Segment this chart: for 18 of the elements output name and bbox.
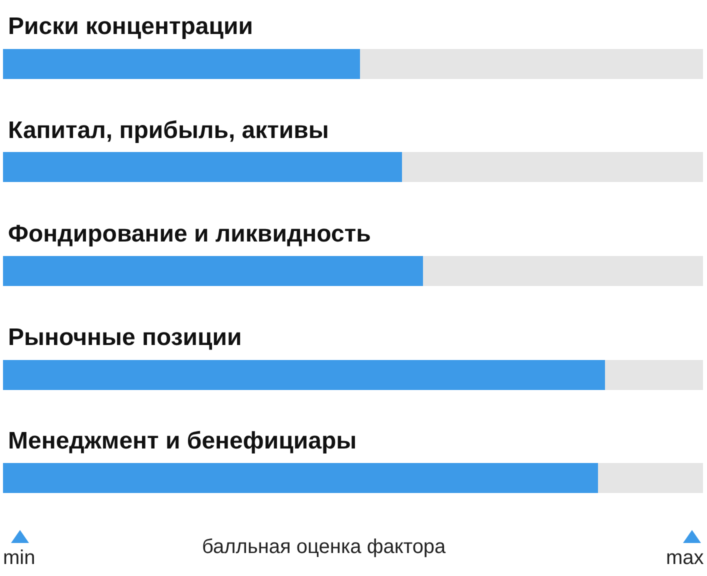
bar	[598, 463, 703, 493]
y-tick-label: Риски концентрации	[8, 13, 254, 40]
y-tick-label: Фондирование и ликвидность	[8, 220, 371, 248]
bar	[360, 49, 703, 79]
bar	[423, 256, 703, 286]
y-tick-label: Рыночные позиции	[8, 324, 242, 351]
bar	[3, 463, 598, 493]
annotation: max	[666, 547, 704, 569]
y-tick-label: Капитал, прибыль, активы	[8, 116, 329, 144]
bar	[3, 360, 605, 390]
bar	[3, 256, 423, 286]
x-axis-title: балльная оценка фактора	[202, 536, 447, 558]
bar	[402, 152, 703, 182]
y-tick-label: Менеджмент и бенефициары	[8, 428, 357, 455]
bar	[3, 49, 360, 79]
bar	[3, 152, 402, 182]
annotation: min	[3, 547, 36, 569]
bar	[605, 360, 703, 390]
